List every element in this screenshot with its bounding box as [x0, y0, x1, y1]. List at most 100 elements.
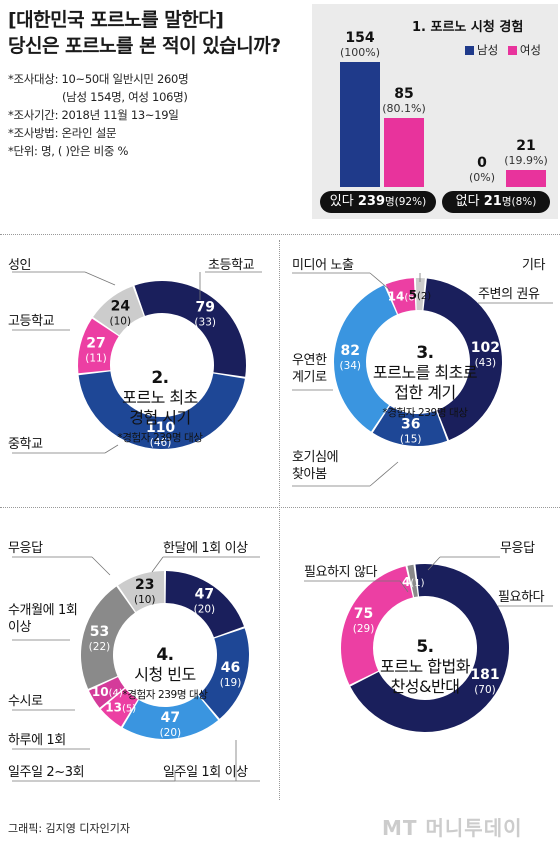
slice-pct-label: (33)	[194, 316, 216, 328]
pill-no-prefix: 없다	[455, 194, 480, 209]
slice-value-label: 47	[195, 587, 214, 603]
slice-value-label: 13(5)	[105, 701, 136, 715]
chart3-number: 3.	[416, 343, 434, 363]
donut-slice	[423, 278, 502, 441]
donut-slice	[100, 688, 138, 727]
pill-no-suffix: 명(8%)	[501, 196, 537, 208]
donut-chart-2: (33)79 (46)110 (11)27 (10)24	[78, 281, 246, 449]
slice-value-label: 53	[90, 624, 109, 640]
chart4-center: 4. 시청 빈도 *경험자 239명 대상	[100, 645, 230, 705]
chart2-title-1: 포르노 최초	[122, 388, 198, 407]
slice-pct-label: (34)	[339, 360, 361, 372]
meta-period: *조사기간: 2018년 11월 13~19일	[8, 108, 179, 122]
bar-pct-label: (19.9%)	[504, 153, 548, 167]
chart4-number: 4.	[156, 645, 174, 665]
slice-value-label: 82	[341, 343, 360, 359]
chart2-cat-middle: 중학교	[8, 437, 43, 452]
chart1-title: 1. 포르노 시청 경험	[412, 20, 524, 35]
chart3-cat-media: 미디어 노출	[292, 258, 354, 273]
chart2-cat-elementary: 초등학교	[208, 258, 255, 273]
slice-value-label: 79	[195, 299, 214, 315]
meta-unit: *단위: 명, ( )안은 비중 %	[8, 144, 129, 158]
slice-value-label: 46	[221, 660, 240, 676]
header-title-line1: [대한민국 포르노를 말한다]	[8, 9, 224, 31]
chart5-cat-notneeded: 필요하지 않다	[304, 565, 378, 580]
pill-yes-count: 239	[357, 194, 385, 209]
bar-female-0	[384, 118, 424, 187]
donut-slice	[80, 586, 135, 689]
slice-pct-label: (70)	[474, 684, 496, 696]
donut-slice	[415, 277, 425, 311]
slice-value-label: 47	[161, 710, 180, 726]
slice-pct-label: (20)	[194, 604, 216, 616]
legend-female-swatch	[507, 46, 517, 55]
chart4-subtitle: *경험자 239명 대상	[122, 689, 208, 701]
slice-pct-label: (15)	[400, 434, 422, 446]
chart5-center: 5. 포르노 합법화 찬성&반대	[355, 637, 495, 697]
slice-value-label: 102	[471, 340, 500, 356]
chart2-center: 2. 포르노 최초 경험 시기 *경험자 239명 대상	[95, 368, 225, 448]
bar-male-0	[340, 62, 380, 187]
chart3-cat-recommend: 주변의 권유	[478, 287, 540, 302]
donut-slice	[372, 405, 448, 447]
slice-pct-label: (11)	[85, 353, 107, 365]
bar-pct-label: (0%)	[468, 171, 496, 184]
chart3-title-2: 접한 계기	[394, 383, 456, 402]
donut-slice	[88, 677, 125, 708]
pill-yes-suffix: 명(92%)	[385, 196, 427, 208]
legend-female-label: 여성	[519, 43, 541, 57]
slice-value-label: 14(6)	[388, 290, 419, 304]
chart5-title-2: 찬성&반대	[390, 677, 460, 696]
donut-slice	[165, 571, 244, 638]
chart2-cat-adult: 성인	[8, 258, 32, 273]
footer-logo: MT 머니투데이	[382, 816, 523, 840]
donut-slice	[118, 571, 165, 612]
meta-target: *조사대상: 10~50대 일반시민 260명	[8, 72, 189, 86]
slice-value-label: 27	[86, 336, 105, 352]
chart4-cat-months: 수개월에 1회 이상	[8, 603, 78, 635]
legend-male-label: 남성	[477, 43, 499, 57]
slice-value-label: 110	[146, 420, 175, 436]
chart2-number: 2.	[151, 368, 169, 388]
donut-slice	[134, 281, 246, 377]
pill-yes-prefix: 있다	[329, 194, 354, 209]
slice-value-label: 75	[354, 606, 373, 622]
chart4-cat-monthly: 한달에 1회 이상	[163, 541, 248, 556]
chart3-subtitle: *경험자 239명 대상	[382, 407, 468, 419]
chart3-title-1: 포르노를 최초로	[372, 363, 478, 382]
donut-chart-3: (43)102 (15)36 (34)82 14(6)5(2)	[333, 277, 502, 447]
chart1-bar: 1. 포르노 시청 경험 남성 여성 154 (100%) 0 (0%) 85 (80.1…	[312, 4, 558, 219]
pill-no-count: 21	[483, 194, 502, 209]
slice-pct-label: (43)	[475, 357, 497, 369]
donut-slice	[333, 285, 397, 432]
chart5-cat-noresp: 무응답	[500, 541, 535, 556]
slice-value-label: 4(1)	[402, 575, 425, 589]
chart4-cat-noresp: 무응답	[8, 541, 43, 556]
donut-slice	[385, 278, 416, 314]
slice-value-label: 24	[111, 298, 131, 314]
chart5-title-1: 포르노 합법화	[380, 657, 470, 676]
chart3-center: 3. 포르노를 최초로 접한 계기 *경험자 239명 대상	[355, 343, 495, 423]
chart2-subtitle: *경험자 239명 대상	[117, 432, 203, 444]
slice-value-label: 181	[470, 667, 499, 683]
chart2-title-2: 경험 시기	[129, 408, 191, 427]
slice-pct-label: (29)	[353, 623, 375, 635]
chart3-cat-chance: 우연한 계기로	[292, 353, 327, 385]
bar-value-label: 85	[394, 86, 414, 102]
slice-value-label: 36	[401, 417, 420, 433]
chart3-cat-etc: 기타	[522, 258, 546, 273]
slice-value-label: 10(4)	[92, 685, 123, 699]
slice-value-label: 5(2)	[409, 288, 432, 302]
meta-target-detail: (남성 154명, 여성 106명)	[62, 90, 188, 104]
footer-credit: 그래픽: 김지영 디자인기자	[8, 822, 131, 835]
bar-value-label: 154	[345, 30, 375, 46]
chart1-pill-yes: 있다 239명(92%)	[320, 191, 436, 213]
chart4-title-1: 시청 빈도	[134, 665, 196, 684]
divider-vertical	[279, 240, 280, 800]
chart5-cat-needed: 필요하다	[498, 590, 545, 605]
chart5-number: 5.	[416, 637, 434, 657]
slice-pct-label: (20)	[160, 727, 182, 739]
donut-slice	[93, 286, 144, 336]
